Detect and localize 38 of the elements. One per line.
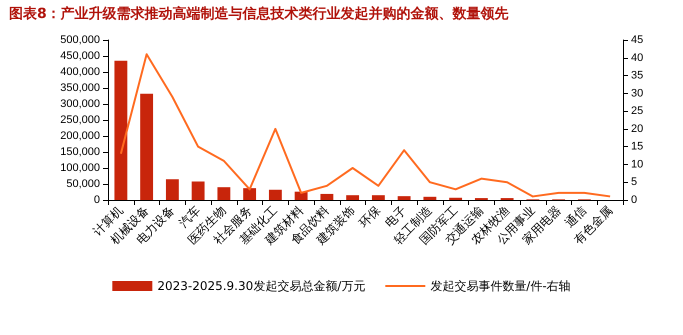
bar xyxy=(217,187,230,200)
chart-title: 图表8：产业升级需求推动高端制造与信息技术类行业发起并购的金额、数量领先 xyxy=(9,5,509,22)
y2-tick-label: 5 xyxy=(631,176,638,188)
y-tick-label: 0 xyxy=(94,194,100,206)
bar xyxy=(398,196,411,200)
y2-tick-label: 0 xyxy=(631,194,638,206)
y2-tick-label: 25 xyxy=(631,105,644,118)
y2-tick-label: 20 xyxy=(631,122,644,135)
y-tick-label: 250,000 xyxy=(60,114,100,126)
bar xyxy=(114,60,128,200)
y-tick-label: 400,000 xyxy=(60,66,100,78)
bar xyxy=(140,94,154,200)
bar xyxy=(346,195,360,200)
y2-tick-label: 45 xyxy=(631,34,644,46)
y-tick-label: 200,000 xyxy=(60,130,100,142)
y2-tick-label: 10 xyxy=(631,158,644,170)
y2-tick-label: 30 xyxy=(631,87,644,100)
y-tick-label: 100,000 xyxy=(60,162,100,174)
y2-tick-label: 15 xyxy=(631,140,644,153)
bar xyxy=(192,181,205,200)
y-tick-label: 150,000 xyxy=(60,146,100,158)
x-tick-label: 环保 xyxy=(356,203,384,230)
bar xyxy=(166,179,179,200)
bar xyxy=(268,190,282,200)
y-tick-label: 50,000 xyxy=(66,178,100,190)
bar xyxy=(320,194,334,200)
bar xyxy=(372,195,385,200)
bar xyxy=(243,188,256,200)
bar xyxy=(423,196,436,200)
y-tick-label: 300,000 xyxy=(60,98,100,110)
legend-label: 发起交易事件数量/件-右轴 xyxy=(430,279,571,293)
y-tick-label: 450,000 xyxy=(60,50,100,62)
y-tick-label: 350,000 xyxy=(60,82,100,94)
y2-tick-label: 35 xyxy=(631,70,644,82)
y2-tick-label: 40 xyxy=(631,52,644,64)
y-tick-label: 500,000 xyxy=(60,34,100,46)
line-series xyxy=(120,53,612,198)
legend-label: 2023-2025.9.30发起交易总金额/万元 xyxy=(157,279,366,293)
